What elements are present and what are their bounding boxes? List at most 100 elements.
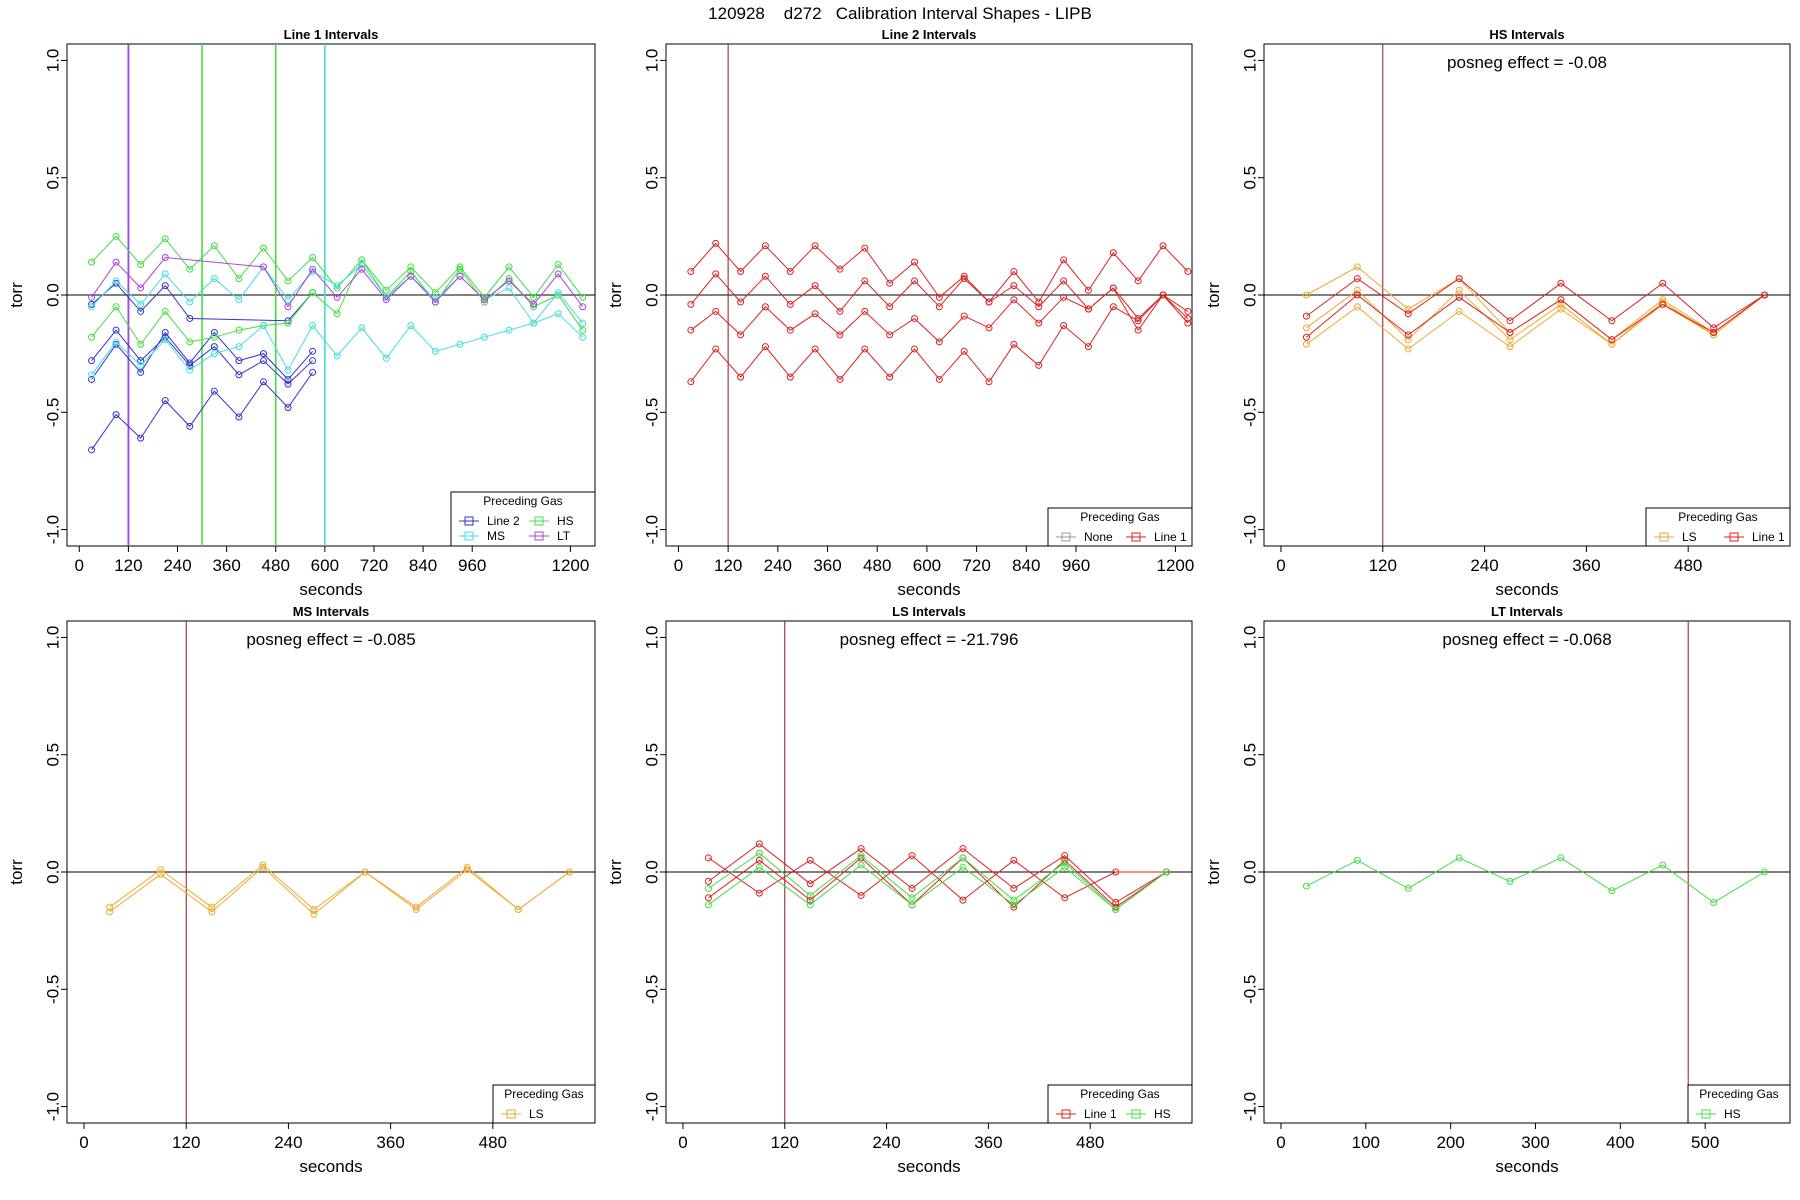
y-axis-label: torr <box>1204 859 1223 885</box>
series-line <box>1306 289 1765 345</box>
data-point <box>861 277 869 285</box>
x-tick-label: 0 <box>1276 556 1285 575</box>
series-line <box>109 864 570 911</box>
series-line <box>1306 294 1765 350</box>
legend-entry-label: Line 2 <box>487 514 520 528</box>
data-point <box>235 326 243 334</box>
data-point <box>1010 268 1018 276</box>
data-point <box>704 877 712 885</box>
data-point <box>786 268 794 276</box>
data-point <box>186 265 194 273</box>
data-point <box>208 903 216 911</box>
figure-title: 120928 d272 Calibration Interval Shapes … <box>708 4 1092 23</box>
data-point <box>407 272 415 280</box>
series-line <box>1306 277 1765 329</box>
data-point <box>908 852 916 860</box>
data-point <box>755 856 763 864</box>
data-point <box>836 331 844 339</box>
data-point <box>161 329 169 337</box>
data-point <box>985 298 993 306</box>
series-line <box>91 235 584 299</box>
data-point <box>407 321 415 329</box>
y-tick-label: 1.0 <box>44 49 63 73</box>
data-point <box>1184 307 1192 315</box>
data-point <box>1302 312 1310 320</box>
data-point <box>755 889 763 897</box>
data-point <box>456 265 464 273</box>
data-point <box>1184 319 1192 327</box>
y-tick-label: -0.5 <box>44 975 63 1004</box>
data-point <box>806 880 814 888</box>
data-point <box>857 852 865 860</box>
data-point <box>908 894 916 902</box>
data-point <box>186 361 194 369</box>
data-point <box>1761 291 1769 299</box>
data-point <box>687 326 695 334</box>
data-point <box>1557 305 1565 313</box>
data-point <box>985 378 993 386</box>
data-point <box>1455 854 1463 862</box>
x-tick-label: 500 <box>1691 1133 1719 1152</box>
x-tick-label: 120 <box>172 1133 200 1152</box>
legend-title: Preceding Gas <box>1678 510 1757 524</box>
data-point <box>1061 859 1069 867</box>
data-point <box>960 347 968 355</box>
data-point <box>259 350 267 358</box>
y-tick-label: 1.0 <box>1241 49 1260 73</box>
data-point <box>1060 256 1068 264</box>
data-point <box>333 282 341 290</box>
x-tick-label: 240 <box>764 556 792 575</box>
data-point <box>259 321 267 329</box>
data-point <box>704 894 712 902</box>
data-point <box>210 242 218 250</box>
y-tick-label: 0.0 <box>643 860 662 884</box>
data-point <box>861 307 869 315</box>
data-point <box>1061 852 1069 860</box>
data-point <box>382 354 390 362</box>
data-point <box>186 338 194 346</box>
data-point <box>530 300 538 308</box>
data-point <box>911 277 919 285</box>
data-point <box>985 324 993 332</box>
data-point <box>786 373 794 381</box>
data-point <box>704 901 712 909</box>
x-tick-label: 120 <box>714 556 742 575</box>
data-point <box>1112 906 1120 914</box>
y-tick-label: 0.0 <box>44 283 63 307</box>
legend-swatch-marker <box>1061 532 1071 542</box>
data-point <box>88 258 96 266</box>
data-point <box>1455 286 1463 294</box>
data-point <box>530 293 538 301</box>
data-point <box>106 908 114 916</box>
x-tick-label: 100 <box>1352 1133 1380 1152</box>
data-point <box>284 375 292 383</box>
x-tick-label: 840 <box>409 556 437 575</box>
data-point <box>1557 300 1565 308</box>
data-point <box>579 303 587 311</box>
data-point <box>1659 279 1667 287</box>
x-tick-label: 840 <box>1012 556 1040 575</box>
data-point <box>1608 317 1616 325</box>
data-point <box>284 277 292 285</box>
data-point <box>1109 303 1117 311</box>
data-point <box>1010 340 1018 348</box>
x-axis-label: seconds <box>897 580 960 599</box>
data-point <box>554 261 562 269</box>
data-point <box>259 357 267 365</box>
data-point <box>309 253 317 261</box>
posneg-annotation: posneg effect = -0.08 <box>1447 53 1607 72</box>
data-point <box>112 411 120 419</box>
x-tick-label: 960 <box>1062 556 1090 575</box>
legend-entry-label: Line 1 <box>1084 1107 1117 1121</box>
series-line <box>91 329 313 385</box>
data-point <box>137 284 145 292</box>
posneg-annotation: posneg effect = -0.085 <box>246 630 415 649</box>
data-point <box>284 380 292 388</box>
series-line <box>690 242 1189 303</box>
data-point <box>755 849 763 857</box>
data-point <box>1010 896 1018 904</box>
data-point <box>88 357 96 365</box>
data-point <box>112 326 120 334</box>
data-point <box>579 326 587 334</box>
y-tick-label: 1.0 <box>44 626 63 650</box>
